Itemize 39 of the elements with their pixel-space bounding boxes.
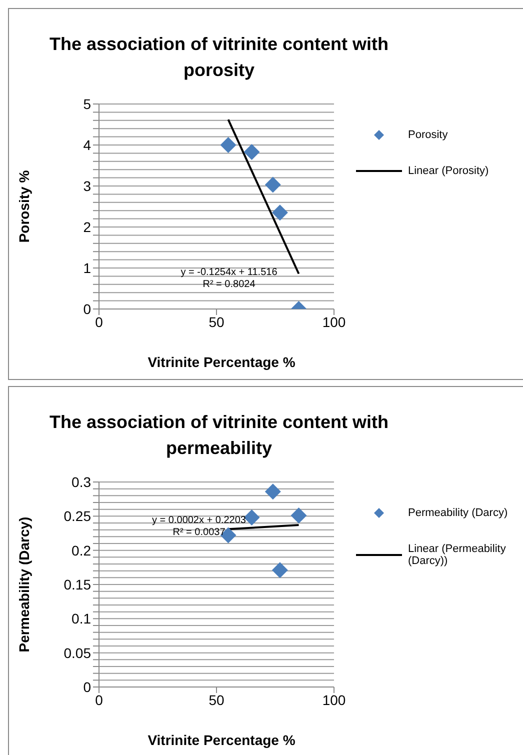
y-tick-label: 0: [83, 678, 92, 695]
y-tick-label: 4: [83, 136, 92, 153]
y-tick-label: 2: [83, 218, 92, 235]
x-tick-label: 50: [208, 314, 224, 330]
y-axis-title: Porosity %: [16, 170, 32, 243]
y-tick-label: 0.15: [64, 576, 92, 592]
y-tick-label: 0.25: [64, 508, 92, 524]
point: [290, 507, 307, 524]
y-tick-label: 0.1: [72, 610, 92, 627]
legend-label: Linear (Porosity): [408, 165, 489, 177]
x-axis-title: Vitrinite Percentage %: [146, 354, 296, 370]
annotation: y = -0.1254x + 11.516: [180, 267, 278, 279]
y-tick-label: 3: [83, 178, 92, 194]
x-tick-label: 100: [322, 692, 346, 708]
x-tick-label: 50: [208, 692, 224, 708]
x-tick-label: 100: [322, 314, 346, 330]
point: [244, 144, 260, 160]
y-tick-label: 0.3: [72, 474, 92, 490]
legend-label: Porosity: [408, 129, 448, 141]
chart-title: The association of vitrinite content with porosity: [49, 33, 389, 82]
y-tick-label: 0.05: [64, 644, 92, 661]
x-axis-title: Vitrinite Percentage %: [146, 732, 296, 748]
y-tick-label: 1: [83, 260, 92, 276]
x-tick-label: 0: [95, 314, 104, 330]
y-tick-label: 0: [83, 300, 92, 317]
annotation: y = 0.0002x + 0.2203: [151, 515, 247, 527]
y-tick-label: 0.2: [72, 542, 92, 558]
y-axis-title: Permeability (Darcy): [16, 516, 32, 652]
annotation: R² = 0.8024: [202, 279, 256, 291]
y-tick-label: 5: [83, 96, 92, 112]
legend-label: Linear (Permeability (Darcy)): [408, 543, 507, 567]
point: [244, 510, 260, 526]
point: [264, 484, 281, 500]
point: [272, 562, 288, 578]
chart-title: The association of vitrinite content with permeability: [49, 411, 389, 460]
point: [264, 176, 281, 193]
legend-label: Permeability (Darcy): [408, 507, 508, 519]
point: [220, 137, 236, 153]
x-tick-label: 0: [95, 692, 104, 708]
